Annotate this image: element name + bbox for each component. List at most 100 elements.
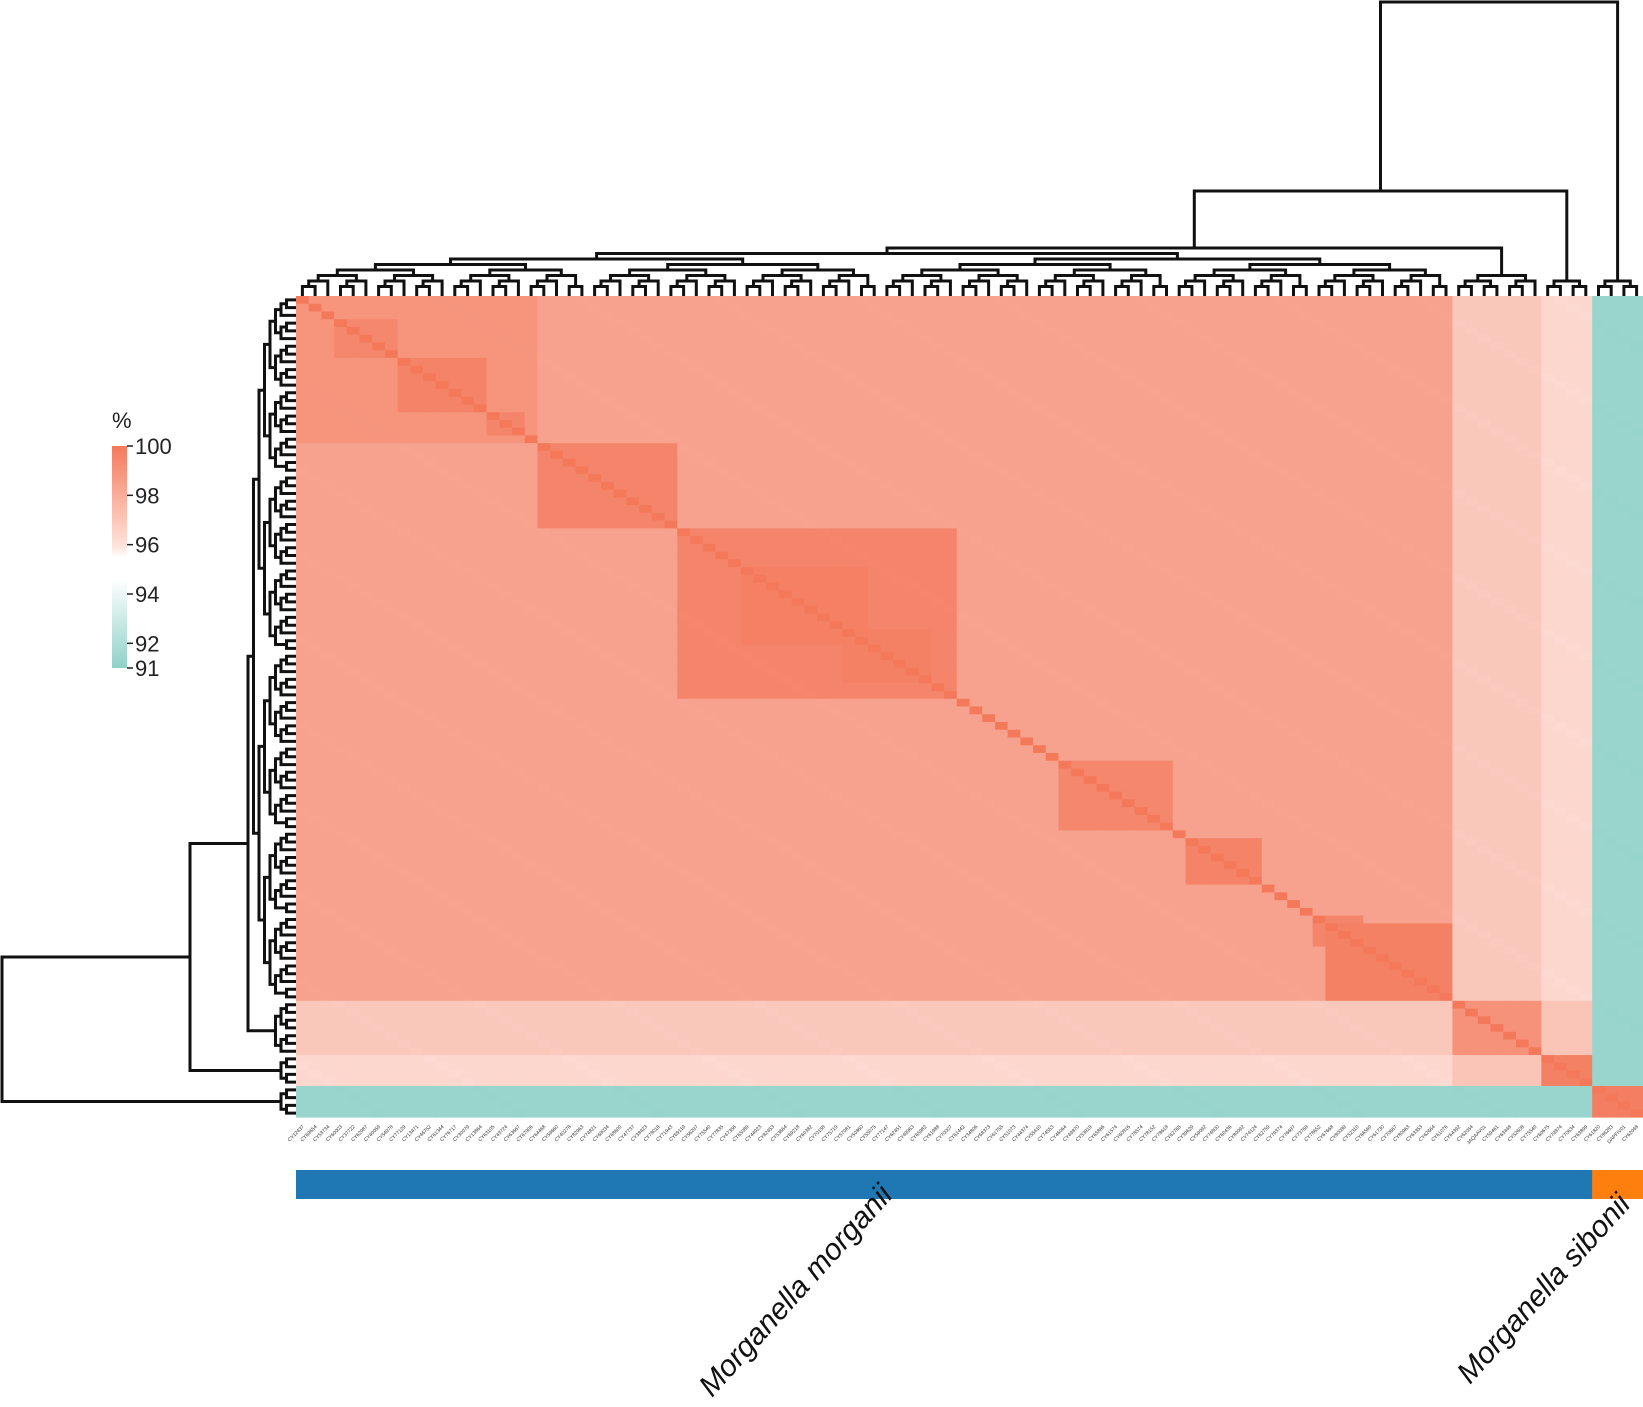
heatmap-cell	[600, 621, 615, 630]
heatmap-cell	[994, 466, 1009, 475]
heatmap-cell	[537, 559, 551, 568]
heatmap-cell	[1579, 481, 1593, 491]
heatmap-cell	[715, 443, 729, 452]
heatmap-cell	[372, 536, 386, 545]
heatmap-cell	[1465, 466, 1479, 475]
heatmap-cell	[1579, 629, 1593, 638]
heatmap-cell	[473, 621, 488, 630]
heatmap-cell	[664, 636, 678, 646]
heatmap-cell	[1109, 551, 1123, 560]
heatmap-cell	[296, 551, 310, 560]
heatmap-cell	[321, 326, 335, 336]
heatmap-cell	[550, 520, 564, 529]
heatmap-cell	[944, 528, 958, 537]
heatmap-cell	[512, 412, 526, 421]
heatmap-cell	[499, 567, 513, 576]
heatmap-cell	[1439, 435, 1453, 444]
heatmap-cell	[1350, 605, 1365, 615]
heatmap-cell	[1020, 365, 1034, 375]
heatmap-cell	[1274, 489, 1288, 498]
heatmap-cell	[1566, 489, 1581, 498]
heatmap-cell	[537, 427, 551, 437]
heatmap-cell	[423, 520, 437, 529]
heatmap-cell	[1592, 404, 1606, 413]
heatmap-cell	[778, 326, 793, 336]
heatmap-cell	[956, 373, 971, 382]
heatmap-cell	[1592, 357, 1606, 367]
heatmap-cell	[1058, 373, 1072, 382]
heatmap-cell	[575, 644, 589, 653]
heatmap-cell	[1465, 481, 1479, 491]
heatmap-cell	[1261, 481, 1276, 491]
heatmap-cell	[1439, 342, 1453, 351]
heatmap-cell	[321, 419, 335, 429]
heatmap-cell	[461, 605, 475, 615]
heatmap-cell	[994, 505, 1009, 514]
heatmap-cell	[372, 342, 386, 351]
heatmap-cell	[1465, 443, 1479, 452]
heatmap-cell	[893, 481, 907, 491]
heatmap-cell	[1210, 450, 1225, 460]
heatmap-cell	[1490, 497, 1504, 506]
heatmap-cell	[1376, 652, 1390, 661]
heatmap-cell	[1325, 427, 1339, 437]
heatmap-cell	[1058, 536, 1072, 545]
heatmap-cell	[1630, 373, 1643, 382]
heatmap-cell	[1490, 334, 1504, 344]
heatmap-cell	[461, 489, 475, 498]
heatmap-cell	[855, 559, 869, 568]
heatmap-cell	[1198, 412, 1212, 421]
heatmap-cell	[918, 582, 932, 591]
heatmap-cell	[524, 373, 539, 382]
heatmap-cell	[613, 474, 627, 483]
heatmap-cell	[1172, 365, 1187, 375]
heatmap-cell	[1503, 466, 1517, 475]
heatmap-cell	[1045, 536, 1060, 545]
heatmap-cell	[1426, 582, 1441, 591]
heatmap-cell	[626, 505, 640, 514]
heatmap-cell	[1350, 466, 1365, 475]
heatmap-cell	[1426, 381, 1441, 390]
heatmap-cell	[982, 536, 996, 545]
heatmap-cell	[1465, 311, 1479, 320]
heatmap-cell	[626, 536, 640, 545]
heatmap-cell	[499, 458, 513, 467]
heatmap-cell	[1426, 567, 1441, 576]
heatmap-cell	[1503, 435, 1517, 444]
heatmap-cell	[550, 404, 564, 413]
heatmap-cell	[1325, 505, 1339, 514]
heatmap-cell	[1083, 381, 1098, 390]
heatmap-cell	[1426, 296, 1441, 305]
heatmap-cell	[1541, 528, 1555, 537]
heatmap-cell	[1426, 536, 1441, 545]
heatmap-cell	[1414, 652, 1428, 661]
heatmap-cell	[651, 481, 666, 491]
heatmap-cell	[728, 419, 742, 429]
heatmap-cell	[1210, 427, 1225, 437]
heatmap-cell	[423, 350, 437, 359]
heatmap-cell	[1147, 296, 1161, 305]
heatmap-cell	[1058, 303, 1072, 313]
heatmap-cell	[512, 419, 526, 429]
heatmap-cell	[435, 326, 450, 336]
heatmap-cell	[1426, 311, 1441, 320]
heatmap-cell	[791, 613, 805, 622]
heatmap-cell	[982, 458, 996, 467]
heatmap-cell	[740, 412, 755, 421]
heatmap-cell	[1045, 319, 1060, 328]
heatmap-cell	[1274, 326, 1288, 336]
heatmap-cell	[1007, 350, 1021, 359]
heatmap-cell	[969, 388, 983, 398]
heatmap-cell	[1172, 505, 1187, 514]
heatmap-cell	[1325, 613, 1339, 622]
heatmap-cell	[1363, 396, 1377, 406]
heatmap-cell	[1592, 644, 1606, 653]
heatmap-cell	[1071, 311, 1085, 320]
heatmap-cell	[473, 481, 488, 491]
heatmap-cell	[1439, 481, 1453, 491]
heatmap-cell	[1121, 543, 1136, 553]
heatmap-cell	[842, 520, 856, 529]
heatmap-cell	[1376, 412, 1390, 421]
heatmap-cell	[1121, 598, 1136, 607]
heatmap-cell	[410, 652, 424, 661]
